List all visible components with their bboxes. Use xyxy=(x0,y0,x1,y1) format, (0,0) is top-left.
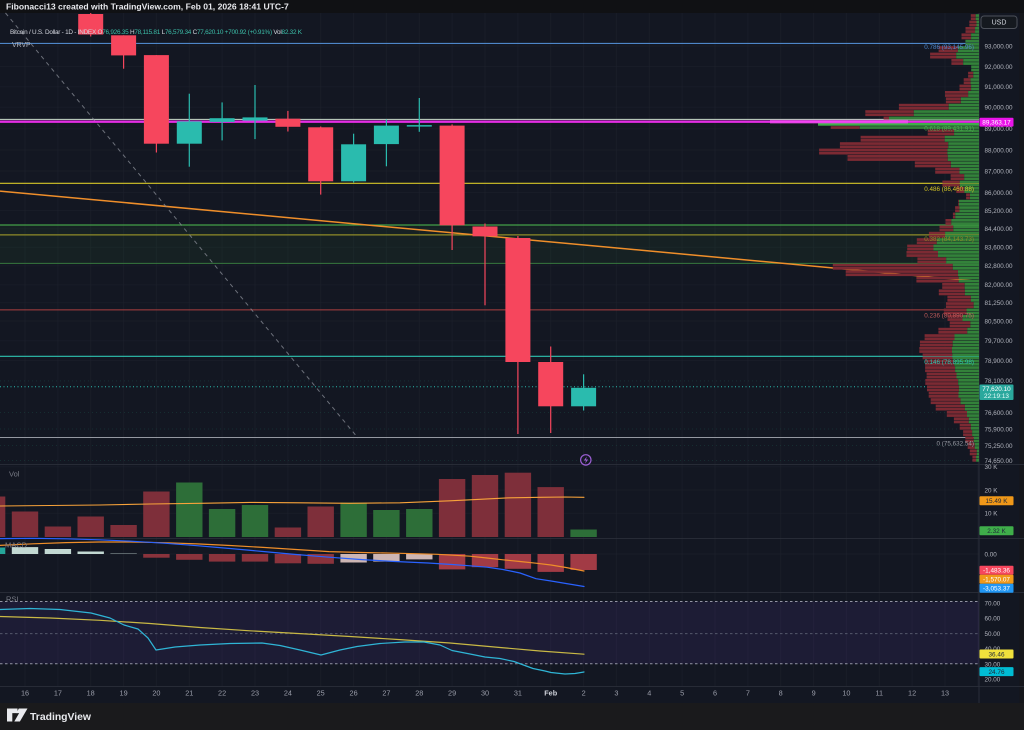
svg-text:19: 19 xyxy=(120,688,128,697)
svg-text:5: 5 xyxy=(680,688,684,697)
svg-text:75,900.00: 75,900.00 xyxy=(985,426,1014,433)
svg-text:Fibonacci13 created with Tradi: Fibonacci13 created with TradingView.com… xyxy=(6,2,289,12)
svg-text:2.32 K: 2.32 K xyxy=(987,528,1006,535)
svg-text:VRVP: VRVP xyxy=(12,42,31,49)
svg-text:23: 23 xyxy=(251,688,259,697)
svg-text:70.00: 70.00 xyxy=(985,600,1001,607)
svg-text:86,000.00: 86,000.00 xyxy=(985,190,1014,197)
svg-text:15.49 K: 15.49 K xyxy=(985,498,1008,505)
svg-text:8: 8 xyxy=(779,688,783,697)
svg-text:30 K: 30 K xyxy=(985,464,999,471)
svg-text:75,250.00: 75,250.00 xyxy=(985,443,1014,450)
svg-text:87,000.00: 87,000.00 xyxy=(985,168,1014,175)
svg-text:20.00: 20.00 xyxy=(985,677,1001,684)
svg-text:11: 11 xyxy=(876,688,884,697)
svg-text:RSI: RSI xyxy=(6,595,19,604)
svg-text:12: 12 xyxy=(908,688,916,697)
svg-text:89,000.00: 89,000.00 xyxy=(985,126,1014,133)
svg-text:93,000.00: 93,000.00 xyxy=(985,43,1014,50)
svg-text:0.618 (89,431.91): 0.618 (89,431.91) xyxy=(924,125,974,132)
svg-text:82,000.00: 82,000.00 xyxy=(985,282,1014,289)
svg-text:25: 25 xyxy=(317,688,325,697)
svg-text:0.236 (80,890.75): 0.236 (80,890.75) xyxy=(924,313,974,320)
svg-text:TradingView: TradingView xyxy=(30,712,92,723)
svg-text:90,000.00: 90,000.00 xyxy=(985,105,1014,112)
svg-text:77,620.10: 77,620.10 xyxy=(982,386,1011,393)
svg-text:85,200.00: 85,200.00 xyxy=(985,208,1014,215)
svg-text:4: 4 xyxy=(647,688,651,697)
svg-text:10: 10 xyxy=(842,688,850,697)
svg-text:60.00: 60.00 xyxy=(985,616,1001,623)
svg-text:92,000.00: 92,000.00 xyxy=(985,64,1014,71)
svg-text:Vol: Vol xyxy=(9,470,20,479)
svg-text:0.382 (84,143.73): 0.382 (84,143.73) xyxy=(924,236,974,243)
svg-text:31: 31 xyxy=(514,688,522,697)
svg-text:24.76: 24.76 xyxy=(989,669,1005,676)
svg-text:89,363.17: 89,363.17 xyxy=(982,120,1011,127)
svg-text:0.486 (86,460.88): 0.486 (86,460.88) xyxy=(924,186,974,193)
svg-text:50.00: 50.00 xyxy=(985,631,1001,638)
svg-text:79,700.00: 79,700.00 xyxy=(985,338,1014,345)
svg-text:29: 29 xyxy=(448,688,456,697)
svg-text:84,400.00: 84,400.00 xyxy=(985,226,1014,233)
svg-text:80,500.00: 80,500.00 xyxy=(985,318,1014,325)
svg-text:0.00: 0.00 xyxy=(985,551,998,558)
svg-text:21: 21 xyxy=(185,688,193,697)
svg-text:91,000.00: 91,000.00 xyxy=(985,84,1014,91)
svg-text:30.00: 30.00 xyxy=(985,661,1001,668)
svg-text:Feb: Feb xyxy=(544,688,558,697)
svg-text:22:19:13: 22:19:13 xyxy=(984,393,1009,400)
svg-text:17: 17 xyxy=(54,688,62,697)
svg-text:2: 2 xyxy=(582,688,586,697)
svg-text:MACD: MACD xyxy=(5,541,28,550)
svg-text:Bitcoin / U.S. Dollar - 1D - I: Bitcoin / U.S. Dollar - 1D - INDEX O76,9… xyxy=(10,29,303,36)
svg-text:10 K: 10 K xyxy=(985,511,999,518)
svg-text:74,650.00: 74,650.00 xyxy=(985,458,1014,465)
svg-text:16: 16 xyxy=(21,688,29,697)
svg-text:0 (75,632.54): 0 (75,632.54) xyxy=(937,440,974,447)
svg-text:83,600.00: 83,600.00 xyxy=(985,245,1014,252)
svg-text:20: 20 xyxy=(152,688,160,697)
svg-text:36.46: 36.46 xyxy=(989,651,1005,658)
svg-text:-1,570.07: -1,570.07 xyxy=(983,577,1010,584)
svg-text:USD: USD xyxy=(992,20,1007,27)
svg-text:82,800.00: 82,800.00 xyxy=(985,263,1014,270)
svg-text:24: 24 xyxy=(284,688,292,697)
svg-text:30: 30 xyxy=(481,688,489,697)
svg-text:3: 3 xyxy=(614,688,618,697)
svg-text:0.786 (93,145.96): 0.786 (93,145.96) xyxy=(924,44,974,51)
svg-text:9: 9 xyxy=(812,688,816,697)
svg-text:81,250.00: 81,250.00 xyxy=(985,300,1014,307)
svg-text:88,000.00: 88,000.00 xyxy=(985,147,1014,154)
svg-text:6: 6 xyxy=(713,688,717,697)
svg-text:0.146 (78,895.98): 0.146 (78,895.98) xyxy=(924,359,974,366)
svg-text:78,100.00: 78,100.00 xyxy=(985,378,1014,385)
svg-text:20 K: 20 K xyxy=(985,487,999,494)
svg-text:7: 7 xyxy=(746,688,750,697)
svg-text:22: 22 xyxy=(218,688,226,697)
svg-text:18: 18 xyxy=(87,688,95,697)
svg-text:76,600.00: 76,600.00 xyxy=(985,410,1014,417)
svg-text:-1,483.36: -1,483.36 xyxy=(983,568,1010,575)
svg-text:13: 13 xyxy=(941,688,949,697)
svg-text:26: 26 xyxy=(350,688,358,697)
svg-text:-3,053.37: -3,053.37 xyxy=(983,586,1010,593)
svg-text:27: 27 xyxy=(382,688,390,697)
svg-text:28: 28 xyxy=(415,688,423,697)
svg-text:78,900.00: 78,900.00 xyxy=(985,358,1014,365)
